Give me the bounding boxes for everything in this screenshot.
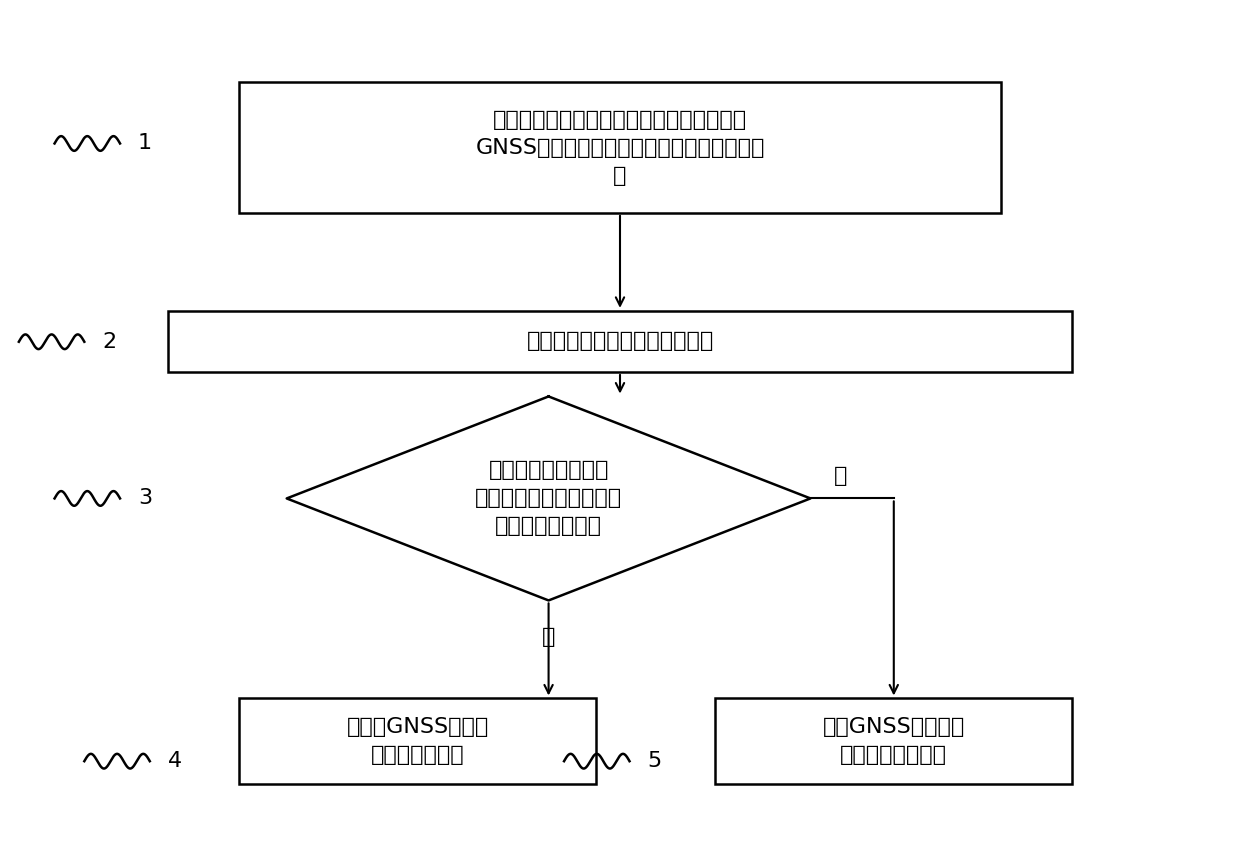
Text: 3: 3 [138, 489, 153, 508]
Text: 主板判断存储模块中
是否存在与传感数据相同
的预设传感数据？: 主板判断存储模块中 是否存在与传感数据相同 的预设传感数据？ [475, 461, 622, 536]
Bar [715, 699, 1073, 784]
Bar [167, 311, 1073, 372]
Text: 是: 是 [542, 627, 556, 647]
Bar [239, 699, 596, 784]
Text: 述的GNSS接收机对
该传感数据不响应: 述的GNSS接收机对 该传感数据不响应 [822, 717, 965, 765]
Text: 5: 5 [647, 751, 662, 771]
Text: 1: 1 [138, 133, 153, 154]
Text: 所述的GNSS接收机
执行对应的操作: 所述的GNSS接收机 执行对应的操作 [346, 717, 489, 765]
Text: 所述的主板存储所述的传感数据: 所述的主板存储所述的传感数据 [526, 332, 714, 351]
Text: 4: 4 [167, 751, 182, 771]
Polygon shape [286, 396, 811, 600]
Text: 2: 2 [102, 332, 117, 352]
Text: 否: 否 [833, 466, 847, 486]
Bar [239, 82, 1001, 212]
Text: 所述的加速度传感器以及陀螺仪传感器采集
GNSS接收机的与用户的动作相对应的传感数
据: 所述的加速度传感器以及陀螺仪传感器采集 GNSS接收机的与用户的动作相对应的传感… [475, 110, 765, 185]
